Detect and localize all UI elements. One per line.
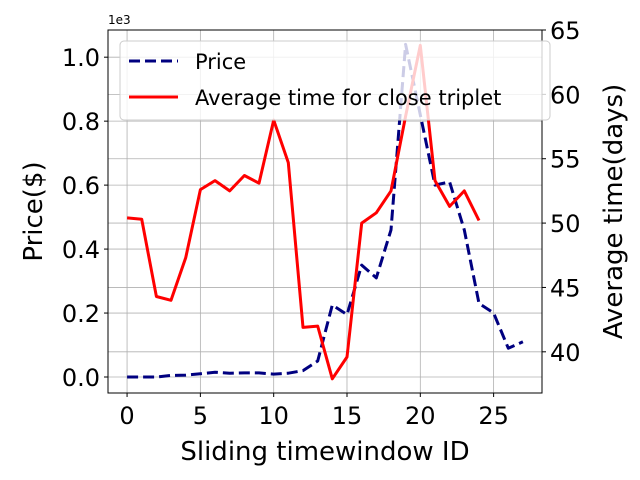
y2-tick-label: 55 xyxy=(550,146,581,174)
legend: Price Average time for close triplet xyxy=(119,40,551,121)
y-tick-label: 0.8 xyxy=(62,108,100,136)
legend-label: Average time for close triplet xyxy=(195,86,501,110)
x-tick-label: 25 xyxy=(478,402,509,430)
legend-label: Price xyxy=(195,50,246,74)
y-tick-label: 0.2 xyxy=(62,300,100,328)
x-tick-label: 10 xyxy=(258,402,289,430)
x-axis-label: Sliding timewindow ID xyxy=(180,437,469,467)
x-tick-label: 15 xyxy=(332,402,363,430)
x-tick-label: 20 xyxy=(405,402,436,430)
y2-axis-label: Average time(days) xyxy=(599,84,629,339)
y2-tick-label: 45 xyxy=(550,274,581,302)
y-tick-label: 0.0 xyxy=(62,364,100,392)
y2-tick-label: 60 xyxy=(550,81,581,109)
x-tick-label: 0 xyxy=(119,402,134,430)
y2-tick-label: 40 xyxy=(550,339,581,367)
legend-box xyxy=(119,40,551,121)
axis-ticks: 0 5 10 15 20 25 0.0 0.2 0.4 0.6 0.8 1.0 40 45 50 55 60 65 xyxy=(62,17,581,430)
y-axis-scale-label: 1e3 xyxy=(108,13,131,27)
y-tick-label: 0.6 xyxy=(62,172,100,200)
price-series-line xyxy=(127,42,524,379)
x-tick-label: 5 xyxy=(193,402,208,430)
y2-tick-label: 50 xyxy=(550,210,581,238)
y-tick-label: 0.4 xyxy=(62,236,100,264)
y-tick-label: 1.0 xyxy=(62,44,100,72)
plot-frame xyxy=(107,29,543,394)
y2-tick-label: 65 xyxy=(550,17,581,45)
y-axis-label: Price($) xyxy=(19,161,49,261)
